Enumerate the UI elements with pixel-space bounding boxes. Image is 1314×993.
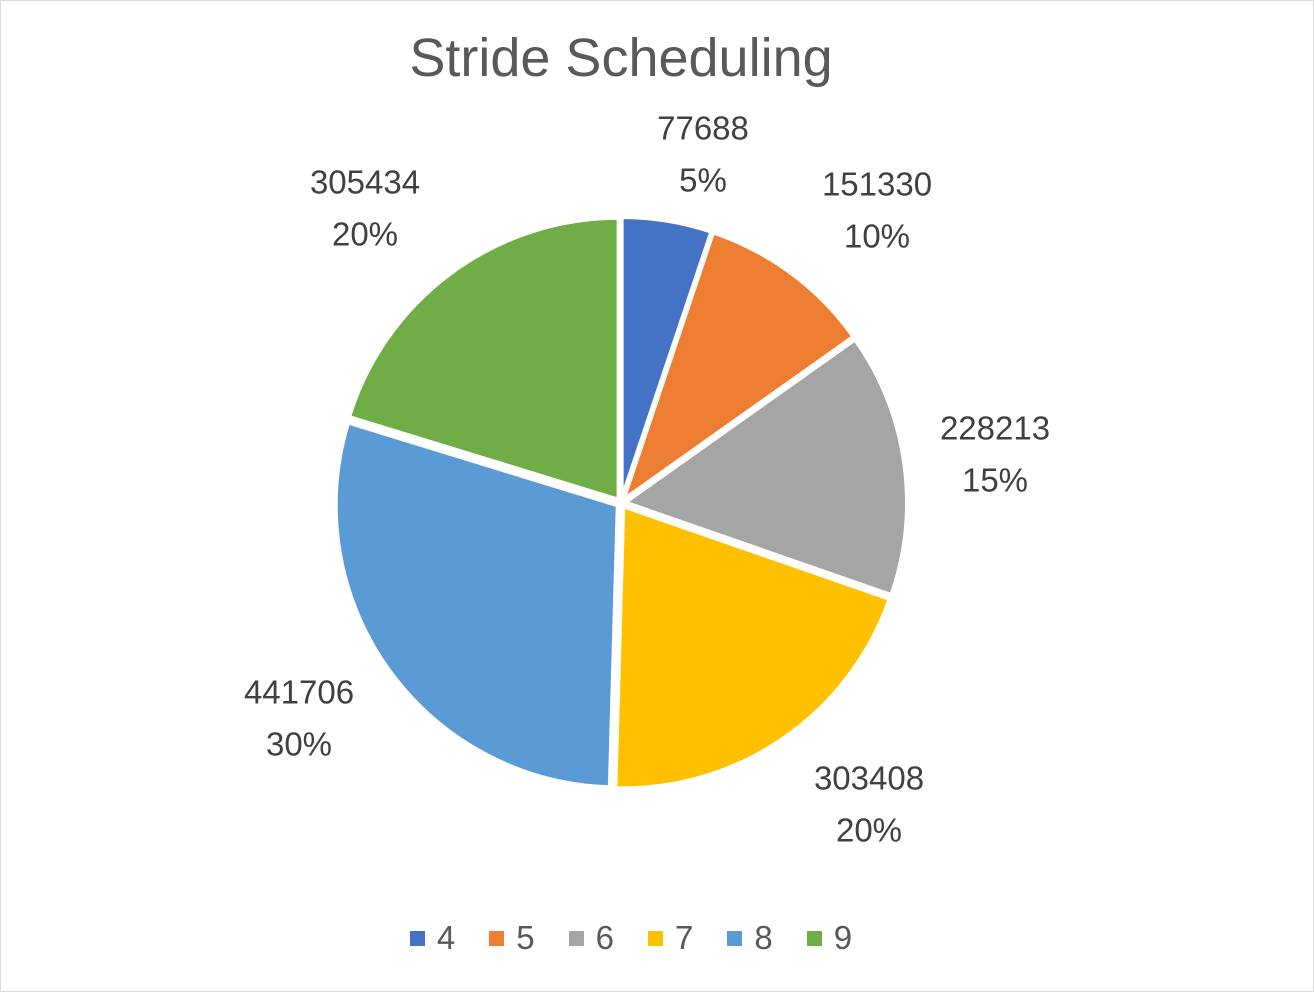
legend-label-7: 7 xyxy=(675,919,694,956)
data-label-value-6: 228213 xyxy=(940,410,1050,447)
legend-label-8: 8 xyxy=(754,919,773,956)
data-label-percent-7: 20% xyxy=(836,812,902,849)
legend-label-9: 9 xyxy=(833,919,853,956)
legend-swatch-5 xyxy=(489,930,505,946)
legend-swatch-6 xyxy=(568,930,584,946)
pie-slice-7 xyxy=(613,504,892,791)
data-label-value-7: 303408 xyxy=(814,760,924,797)
legend-swatch-4 xyxy=(409,930,425,946)
legend-item-4: 4 xyxy=(409,919,456,957)
legend-label-6: 6 xyxy=(595,919,614,956)
pie-slice-8 xyxy=(333,420,620,790)
legend-item-5: 5 xyxy=(489,919,535,957)
chart-title: Stride Scheduling xyxy=(409,28,833,88)
legend-swatch-7 xyxy=(648,930,663,946)
data-label-percent-4: 5% xyxy=(679,162,727,199)
legend-item-7: 7 xyxy=(648,919,693,957)
pie-slice-9 xyxy=(347,215,621,502)
legend-label-4: 4 xyxy=(436,919,456,956)
data-label-value-9: 305434 xyxy=(310,164,420,201)
legend-item-6: 6 xyxy=(568,919,614,957)
data-label-percent-5: 10% xyxy=(844,218,910,255)
legend-swatch-8 xyxy=(727,930,743,946)
legend-swatch-9 xyxy=(806,930,822,946)
legend-item-8: 8 xyxy=(727,919,773,957)
data-label-percent-8: 30% xyxy=(266,726,332,763)
data-label-percent-9: 20% xyxy=(332,216,398,253)
data-label-value-4: 77688 xyxy=(657,110,749,147)
legend-item-9: 9 xyxy=(806,919,853,957)
legend-label-5: 5 xyxy=(516,919,535,956)
pie-slice-6 xyxy=(622,337,909,598)
data-label-percent-6: 15% xyxy=(962,462,1028,499)
data-label-value-5: 151330 xyxy=(822,166,932,203)
legend: 4 5 6 7 8 9 xyxy=(1,919,1261,957)
data-label-value-8: 441706 xyxy=(244,674,354,711)
pie-slice-5 xyxy=(621,230,856,502)
